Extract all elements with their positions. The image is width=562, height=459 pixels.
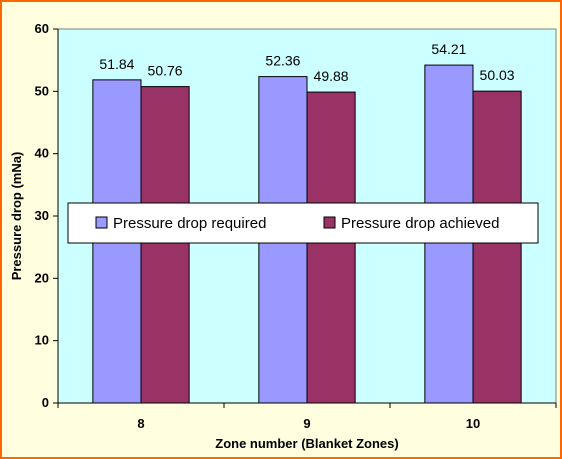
y-tick-label: 50	[35, 83, 49, 98]
y-tick-label: 20	[35, 270, 49, 285]
y-tick-label: 0	[42, 395, 49, 410]
data-label: 50.76	[148, 63, 183, 79]
legend: Pressure drop required Pressure drop ach…	[67, 202, 539, 244]
y-tick-label: 40	[35, 146, 49, 161]
bar-achieved	[140, 86, 190, 404]
data-label: 50.03	[480, 67, 515, 83]
y-tick-label: 10	[35, 333, 49, 348]
y-axis: 0 10 20 30 40 50 60	[35, 21, 59, 410]
data-label: 51.84	[99, 56, 134, 72]
x-tick-label: 9	[303, 416, 310, 431]
x-tick-label: 10	[466, 416, 480, 431]
data-label: 54.21	[431, 41, 466, 57]
data-label: 52.36	[265, 53, 300, 69]
y-tick-label: 60	[35, 21, 49, 36]
x-tick-label: 8	[137, 416, 144, 431]
bar-achieved	[472, 90, 522, 404]
legend-swatch-achieved	[323, 216, 336, 229]
legend-label-achieved: Pressure drop achieved	[341, 215, 499, 232]
x-axis-title: Zone number (Blanket Zones)	[215, 436, 398, 451]
x-axis: 8 9 10	[57, 402, 557, 431]
data-labels-group: 51.84 52.36 54.21 50.76 49.88 50.03	[99, 41, 514, 84]
bar-achieved	[306, 91, 356, 404]
y-tick-label: 30	[35, 208, 49, 223]
legend-swatch-required	[95, 216, 108, 229]
legend-label-required: Pressure drop required	[113, 215, 266, 232]
legend-box	[67, 202, 539, 244]
y-axis-title: Pressure drop (mNa)	[9, 152, 24, 281]
data-label: 49.88	[314, 68, 349, 84]
